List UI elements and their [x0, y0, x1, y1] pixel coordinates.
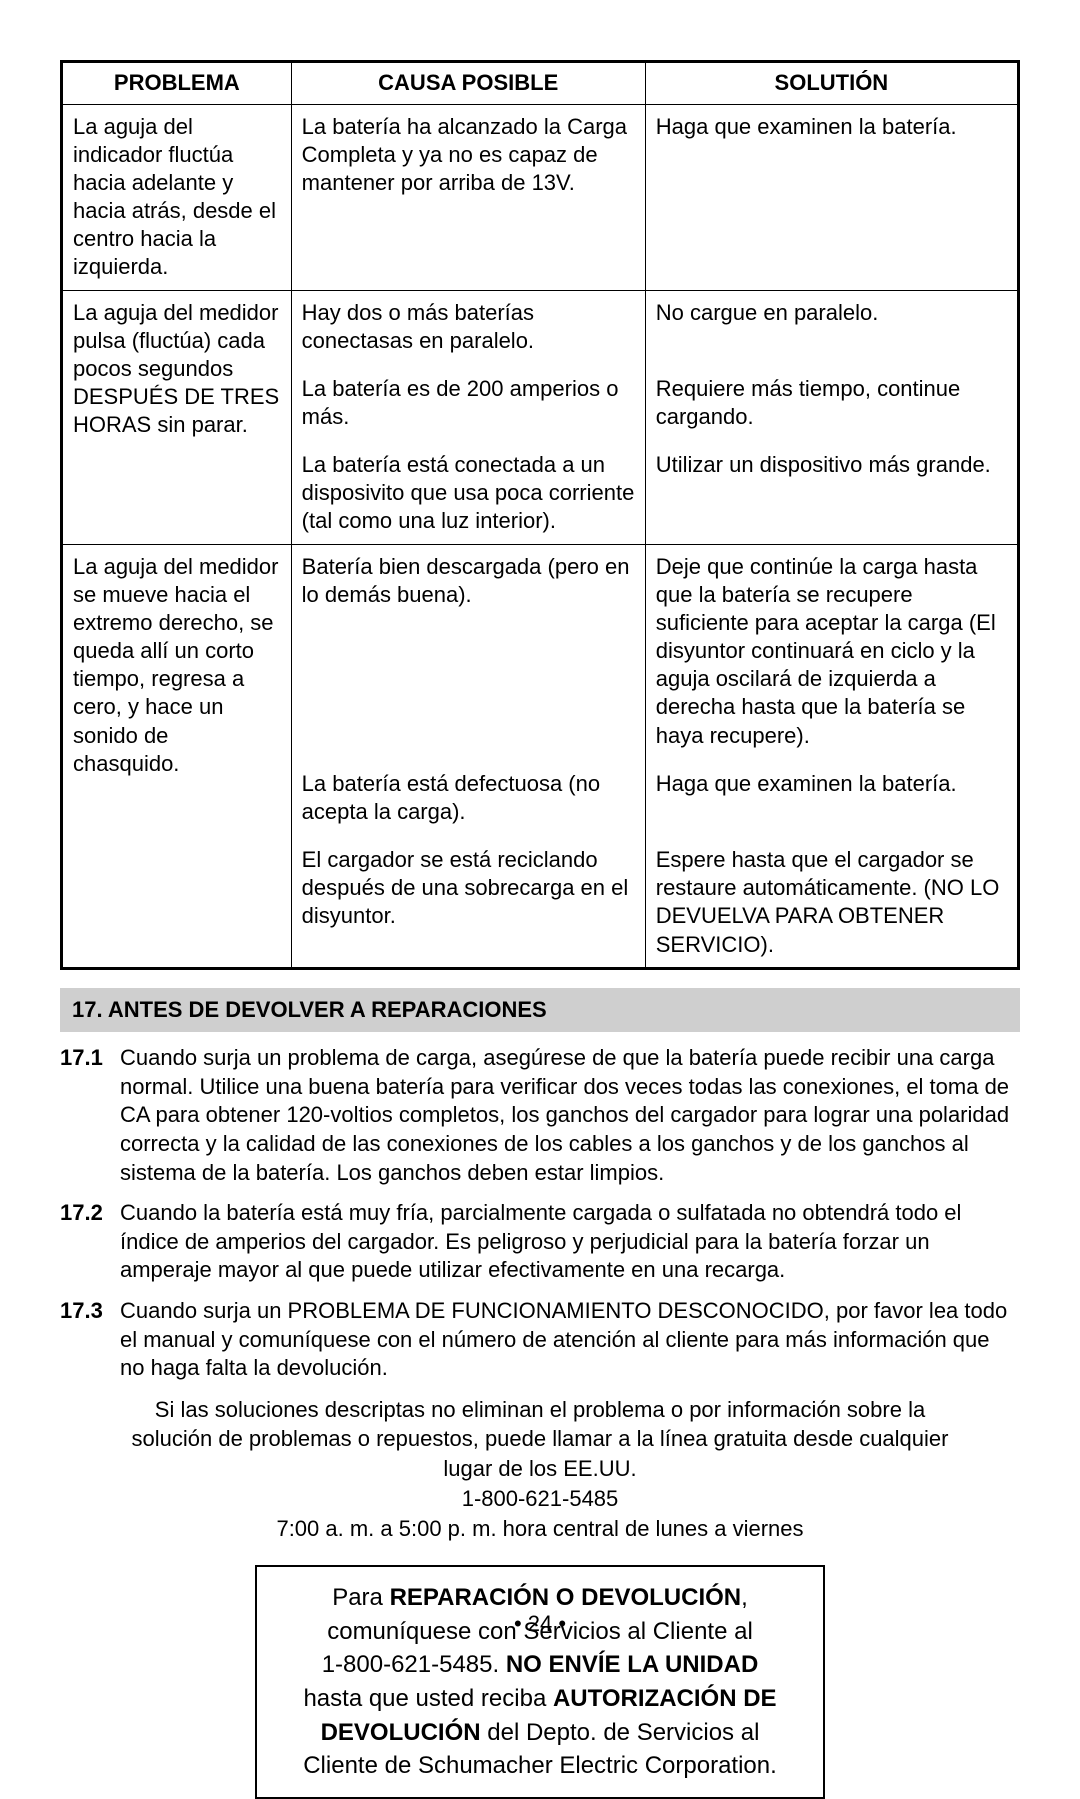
list-item: 17.2Cuando la batería está muy fría, par…	[60, 1199, 1020, 1285]
box-text: 1-800-621-5485.	[322, 1651, 506, 1678]
col-problema: PROBLEMA	[62, 62, 292, 105]
support-text: Si las soluciones descriptas no eliminan…	[132, 1397, 949, 1481]
cell-problema: La aguja del medidor pulsa (fluctúa) cad…	[62, 290, 292, 544]
box-bold: NO ENVÍE LA UNIDAD	[506, 1651, 758, 1678]
box-text: ,	[741, 1584, 748, 1611]
cell-solucion: Deje que continúe la carga hasta que la …	[645, 544, 1018, 756]
list-item: 17.3Cuando surja un PROBLEMA DE FUNCIONA…	[60, 1297, 1020, 1383]
return-box: Para REPARACIÓN O DEVOLUCIÓN, comuníques…	[255, 1565, 825, 1799]
cell-causa: La batería está defectuosa (no acepta la…	[291, 756, 645, 832]
cell-solucion: Espere hasta que el cargador se restaure…	[645, 832, 1018, 968]
cell-causa: La batería ha alcanzado la Carga Complet…	[291, 104, 645, 290]
box-bold: DEVOLUCIÓN	[321, 1719, 481, 1746]
box-bold: REPARACIÓN O DEVOLUCIÓN	[390, 1584, 742, 1611]
cell-solucion: Haga que examinen la batería.	[645, 104, 1018, 290]
box-text: del Depto. de Servicios al	[481, 1719, 760, 1746]
col-solucion: SOLUTIÓN	[645, 62, 1018, 105]
support-phone: 1-800-621-5485	[462, 1486, 619, 1511]
box-text: Para	[332, 1584, 389, 1611]
section-17-header: 17. ANTES DE DEVOLVER A REPARACIONES	[60, 988, 1020, 1033]
cell-problema: La aguja del indicador fluctúa hacia ade…	[62, 104, 292, 290]
item-number: 17.2	[60, 1199, 120, 1285]
box-text: Cliente de Schumacher Electric Corporati…	[303, 1752, 777, 1779]
col-causa: CAUSA POSIBLE	[291, 62, 645, 105]
cell-causa: La batería es de 200 amperios o más.	[291, 361, 645, 437]
cell-causa: Hay dos o más baterías conectasas en par…	[291, 290, 645, 361]
list-item: 17.1Cuando surja un problema de carga, a…	[60, 1044, 1020, 1187]
cell-solucion: No cargue en paralelo.	[645, 290, 1018, 361]
cell-causa: Batería bien descargada (pero en lo demá…	[291, 544, 645, 756]
table-header-row: PROBLEMA CAUSA POSIBLE SOLUTIÓN	[62, 62, 1019, 105]
cell-problema: La aguja del medidor se mueve hacia el e…	[62, 544, 292, 968]
item-number: 17.3	[60, 1297, 120, 1383]
cell-causa: El cargador se está reciclando después d…	[291, 832, 645, 968]
troubleshoot-table: PROBLEMA CAUSA POSIBLE SOLUTIÓN La aguja…	[60, 60, 1020, 970]
item-text: Cuando surja un problema de carga, asegú…	[120, 1044, 1020, 1187]
item-text: Cuando surja un PROBLEMA DE FUNCIONAMIEN…	[120, 1297, 1020, 1383]
support-hours: 7:00 a. m. a 5:00 p. m. hora central de …	[276, 1516, 803, 1541]
cell-solucion: Requiere más tiempo, continue cargando.	[645, 361, 1018, 437]
table-row: La aguja del medidor se mueve hacia el e…	[62, 544, 1019, 756]
table-row: La aguja del medidor pulsa (fluctúa) cad…	[62, 290, 1019, 361]
box-bold: AUTORIZACIÓN DE	[553, 1685, 777, 1712]
cell-causa: La batería está conectada a un disposivi…	[291, 437, 645, 544]
section-17-list: 17.1Cuando surja un problema de carga, a…	[60, 1044, 1020, 1383]
cell-solucion: Utilizar un dispositivo más grande.	[645, 437, 1018, 544]
table-row: La aguja del indicador fluctúa hacia ade…	[62, 104, 1019, 290]
item-text: Cuando la batería está muy fría, parcial…	[120, 1199, 1020, 1285]
box-text: hasta que usted reciba	[303, 1685, 553, 1712]
cell-solucion: Haga que examinen la batería.	[645, 756, 1018, 832]
support-info: Si las soluciones descriptas no eliminan…	[130, 1395, 950, 1543]
item-number: 17.1	[60, 1044, 120, 1187]
page-number: • 24 •	[0, 1610, 1080, 1639]
